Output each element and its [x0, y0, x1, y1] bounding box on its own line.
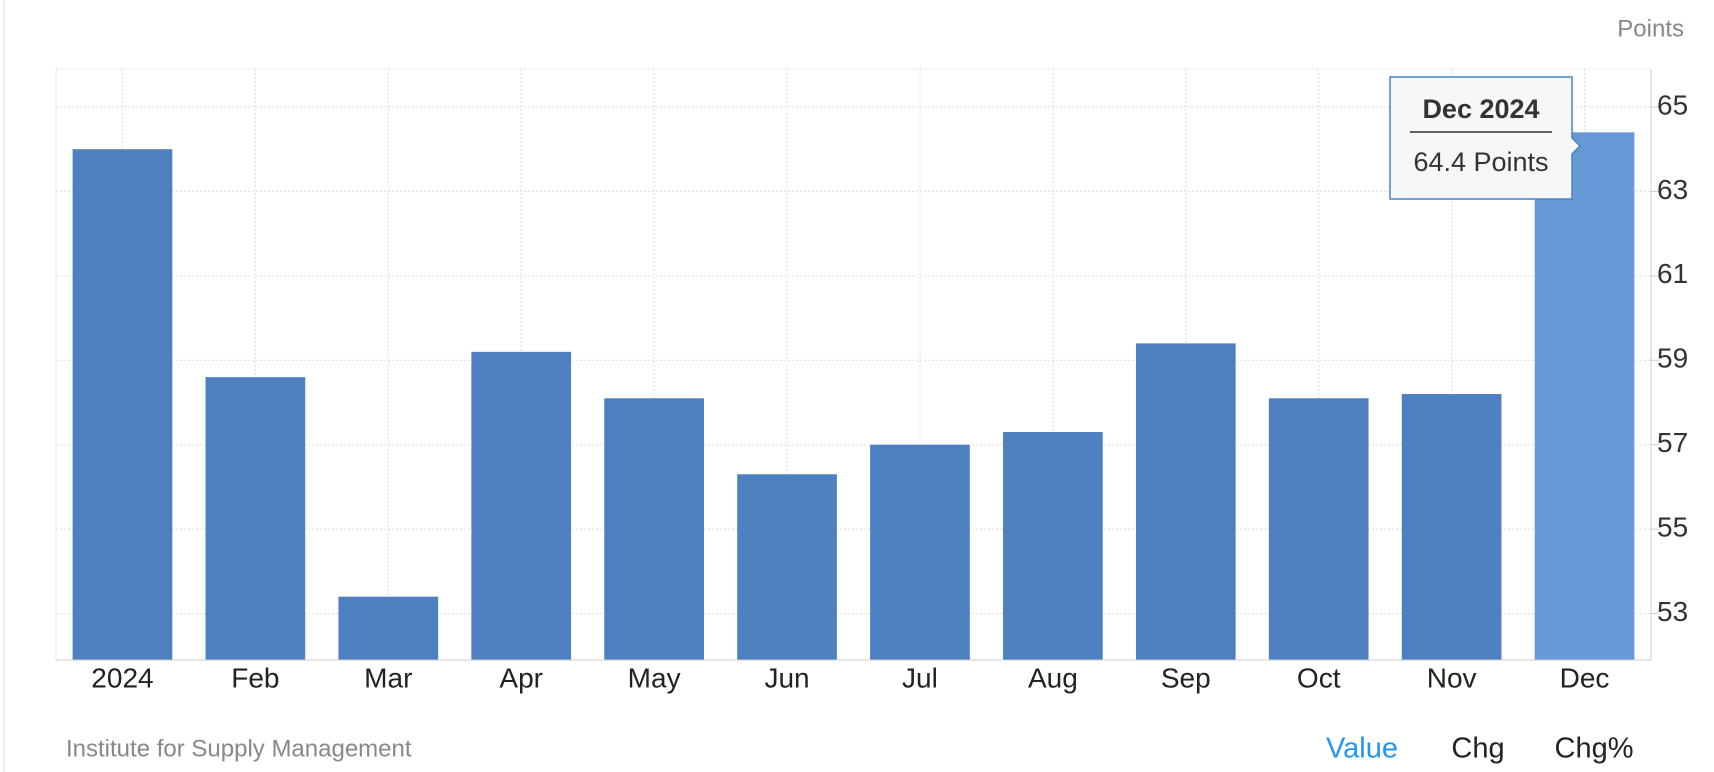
- bar: [1135, 343, 1236, 660]
- x-tick-label: Dec: [1560, 662, 1610, 693]
- x-tick-label: Jul: [902, 662, 938, 693]
- y-tick-label: 59: [1657, 343, 1688, 374]
- bar: [205, 377, 306, 660]
- y-tick-label: 65: [1657, 89, 1688, 120]
- toggle-button[interactable]: Chg%: [1555, 733, 1634, 765]
- source: Institute for Supply Management: [66, 735, 412, 762]
- bar: [1534, 132, 1635, 661]
- x-tick-label: 2024: [91, 662, 153, 693]
- unit-label: Points: [1617, 15, 1684, 42]
- buttons: Value Chg Chg%: [1326, 733, 1634, 765]
- tooltip-box: [1389, 76, 1582, 200]
- x-tick-label: Jun: [764, 662, 809, 693]
- toggle-button[interactable]: Chg: [1451, 733, 1504, 765]
- y-tick-label: 57: [1657, 427, 1688, 458]
- bar: [604, 398, 704, 660]
- y-tick-label: 55: [1657, 512, 1688, 543]
- bar: [338, 596, 439, 660]
- x-tick-label: Nov: [1427, 662, 1477, 693]
- tooltip-text: 64.4 Points: [1413, 147, 1548, 177]
- y-tick-label: 61: [1657, 258, 1688, 289]
- bars: [72, 132, 1635, 661]
- bar: [1003, 432, 1103, 660]
- bar: [870, 444, 970, 660]
- x-tick-label: Mar: [364, 662, 412, 693]
- bar: [1401, 394, 1502, 660]
- x-tick-label: Aug: [1028, 662, 1078, 693]
- tooltip-title: Dec 2024: [1422, 94, 1539, 124]
- tooltip: Dec 2024 64.4 Points: [1389, 76, 1582, 200]
- x-tick-label: May: [628, 662, 681, 693]
- x-tick-label: Sep: [1161, 662, 1211, 693]
- bar: [72, 149, 173, 660]
- axes: 53 55 57 59 61 63 65 2024 Feb Mar Apr May Jun Jul Aug S…: [56, 69, 1688, 693]
- y-tick-label: 63: [1657, 174, 1688, 205]
- bar: [471, 351, 572, 660]
- x-tick-label: Oct: [1297, 662, 1341, 693]
- x-tick-label: Apr: [499, 662, 543, 693]
- y-tick-label: 53: [1657, 596, 1688, 627]
- bar: [1268, 398, 1369, 660]
- bar: [737, 474, 837, 660]
- x-tick-label: Feb: [231, 662, 279, 693]
- toggle-button[interactable]: Value: [1326, 733, 1398, 765]
